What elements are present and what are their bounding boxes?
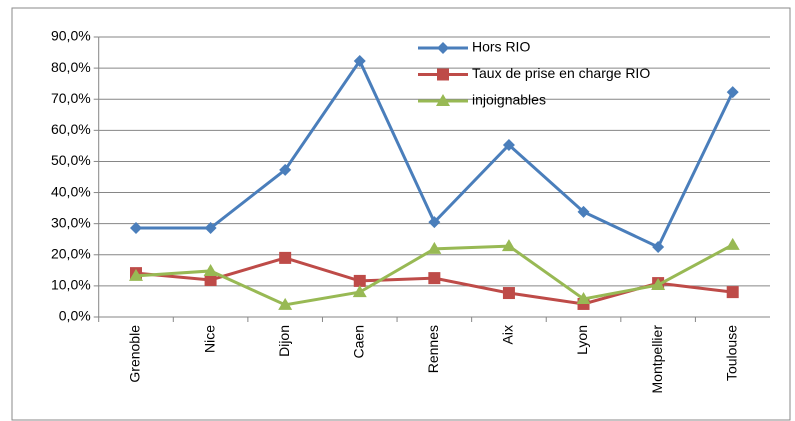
point [428, 272, 441, 285]
point [577, 205, 590, 218]
point [725, 237, 740, 250]
point [353, 54, 366, 67]
legend-label: Taux de prise en charge RIO [472, 65, 650, 81]
x-tick-label: Caen [350, 325, 366, 358]
point [651, 277, 666, 290]
y-tick-label: 30,0% [51, 214, 91, 230]
y-tick-label: 50,0% [51, 152, 91, 168]
y-tick-label: 70,0% [51, 90, 91, 106]
x-tick-label: Rennes [425, 325, 441, 373]
point [502, 287, 515, 300]
y-tick-label: 20,0% [51, 245, 91, 261]
x-tick-label: Aix [500, 325, 516, 344]
point [502, 138, 515, 151]
x-tick-label: Grenoble [127, 325, 143, 383]
point [353, 274, 366, 287]
legend-marker [437, 42, 449, 54]
point [204, 222, 217, 235]
y-tick-label: 0,0% [59, 308, 91, 324]
y-tick-label: 40,0% [51, 183, 91, 199]
legend-label: Hors RIO [472, 39, 530, 55]
y-tick-label: 90,0% [51, 28, 91, 44]
point [129, 222, 142, 235]
point [279, 163, 292, 176]
point [501, 239, 516, 252]
x-tick-label: Toulouse [723, 325, 739, 381]
legend-label: injoignables [472, 92, 546, 108]
y-tick-label: 60,0% [51, 121, 91, 137]
point [576, 291, 591, 304]
legend-marker [436, 94, 450, 106]
point [428, 216, 441, 229]
point [204, 273, 217, 286]
point [726, 86, 739, 99]
x-tick-label: Lyon [574, 325, 590, 355]
y-tick-label: 80,0% [51, 59, 91, 75]
point [128, 268, 143, 281]
point [427, 241, 442, 254]
point [278, 297, 293, 310]
point [652, 241, 665, 253]
point [279, 251, 292, 264]
y-tick-label: 10,0% [51, 277, 91, 293]
x-tick-label: Nice [201, 325, 217, 353]
point [203, 263, 218, 276]
x-tick-label: Montpellier [649, 325, 665, 394]
legend-marker [437, 68, 449, 81]
x-tick-label: Dijon [276, 325, 292, 357]
chart-border [11, 7, 791, 421]
point [726, 286, 739, 299]
point [352, 285, 367, 298]
